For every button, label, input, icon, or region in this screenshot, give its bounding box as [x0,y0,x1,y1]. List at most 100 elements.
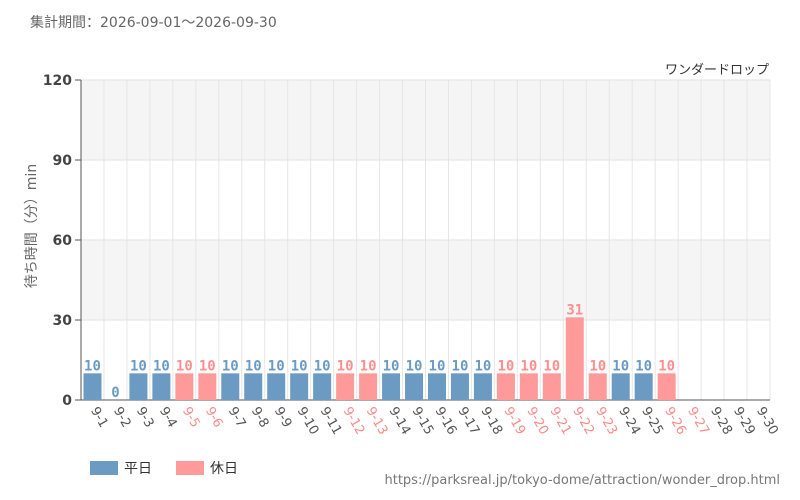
x-tick-9-28: 9-28 [707,405,735,438]
data-label-9-12: 10 [337,358,354,374]
x-tick-9-26: 9-26 [661,405,689,438]
source-url: https://parksreal.jp/tokyo-dome/attracti… [384,473,781,488]
bar-9-14 [382,373,401,400]
x-tick-9-23: 9-23 [592,405,620,438]
data-label-9-8: 10 [245,358,262,374]
legend-holiday: 休日 [176,458,238,478]
y-tick-label: 0 [62,393,72,409]
x-tick-9-19: 9-19 [500,405,528,438]
x-tick-9-18: 9-18 [477,405,505,438]
data-label-9-7: 10 [222,358,239,374]
legend-weekday: 平日 [90,458,152,478]
x-tick-9-22: 9-22 [569,405,597,438]
data-label-9-16: 10 [429,358,446,374]
x-tick-9-11: 9-11 [317,405,345,438]
data-label-9-9: 10 [268,358,285,374]
legend-weekday-swatch [90,461,118,475]
y-axis: 0 30 60 90 120 [43,73,770,409]
data-label-9-1: 10 [84,358,101,374]
x-tick-9-9: 9-9 [271,405,295,431]
x-tick-9-14: 9-14 [386,405,414,438]
data-label-9-3: 10 [130,358,147,374]
bar-9-24 [611,373,630,400]
data-label-9-23: 10 [589,358,606,374]
data-label-9-21: 10 [543,358,560,374]
x-tick-9-15: 9-15 [409,405,437,438]
data-label-9-26: 10 [658,358,675,374]
bar-9-15 [405,373,424,400]
y-tick-label: 30 [53,313,73,329]
data-label-9-19: 10 [497,358,514,374]
x-tick-9-29: 9-29 [730,405,758,438]
data-label-9-15: 10 [406,358,423,374]
bar-9-9 [267,373,286,400]
bar-9-16 [427,373,446,400]
bar-9-6 [198,373,217,400]
data-label-9-6: 10 [199,358,216,374]
x-tick-9-7: 9-7 [225,405,249,431]
x-tick-9-2: 9-2 [110,405,134,431]
x-tick-9-6: 9-6 [202,405,226,431]
bar-9-22 [565,317,584,400]
x-tick-9-10: 9-10 [294,405,322,438]
bar-9-7 [221,373,240,400]
data-label-9-25: 10 [635,358,652,374]
bar-9-5 [175,373,194,400]
data-label-9-5: 10 [176,358,193,374]
data-label-9-22: 31 [566,302,583,318]
legend-holiday-swatch [176,461,204,475]
bar-9-23 [588,373,607,400]
data-label-9-4: 10 [153,358,170,374]
bar-9-20 [519,373,538,400]
x-tick-labels: 9-1 9-2 9-3 9-4 9-5 9-6 9-7 9-8 9-9 9-109-119-129… [87,405,781,438]
x-tick-9-21: 9-21 [546,405,574,438]
bar-9-18 [473,373,492,400]
data-label-9-20: 10 [520,358,537,374]
bar-9-8 [244,373,263,400]
bar-9-17 [450,373,469,400]
data-label-9-24: 10 [612,358,629,374]
data-label-9-11: 10 [314,358,331,374]
x-tick-9-17: 9-17 [454,405,482,438]
x-tick-9-16: 9-16 [432,405,460,438]
data-label-9-10: 10 [291,358,308,374]
x-tick-9-25: 9-25 [638,405,666,438]
data-label-9-2: 0 [111,385,119,401]
bar-9-21 [542,373,561,400]
x-tick-9-8: 9-8 [248,405,272,431]
data-label-9-13: 10 [360,358,377,374]
period-label: 集計期間：2026-09-01～2026-09-30 [30,15,277,31]
x-tick-9-3: 9-3 [133,405,157,431]
x-tick-9-4: 9-4 [156,405,180,431]
bar-9-25 [634,373,653,400]
bar-9-12 [336,373,355,400]
x-tick-9-13: 9-13 [363,405,391,438]
bar-9-4 [152,373,171,400]
data-label-9-18: 10 [474,358,491,374]
x-tick-9-12: 9-12 [340,405,368,438]
bar-9-13 [359,373,378,400]
bar-9-19 [496,373,515,400]
data-label-9-14: 10 [383,358,400,374]
x-tick-9-24: 9-24 [615,405,643,438]
data-label-9-17: 10 [452,358,469,374]
y-tick-label: 60 [53,233,73,249]
bar-9-26 [657,373,676,400]
x-tick-9-27: 9-27 [684,405,712,438]
chart-title: ワンダードロップ [665,63,769,78]
y-tick-label: 90 [53,153,73,169]
legend-holiday-label: 休日 [210,461,238,477]
data-labels: 10 0 10 10 10 10 10 10 10 10 10 10 10 10 10 10 10 10 10 10 1… [84,302,675,401]
bars [83,317,676,400]
x-tick-9-1: 9-1 [87,405,111,431]
bar-9-10 [290,373,309,400]
x-tick-9-5: 9-5 [179,405,203,431]
x-tick-9-20: 9-20 [523,405,551,438]
legend-weekday-label: 平日 [124,461,152,477]
bar-9-3 [129,373,148,400]
y-axis-label: 待ち時間（分）min [24,164,40,288]
x-tick-9-30: 9-30 [753,405,781,438]
y-tick-label: 120 [43,73,72,89]
bar-9-1 [83,373,102,400]
